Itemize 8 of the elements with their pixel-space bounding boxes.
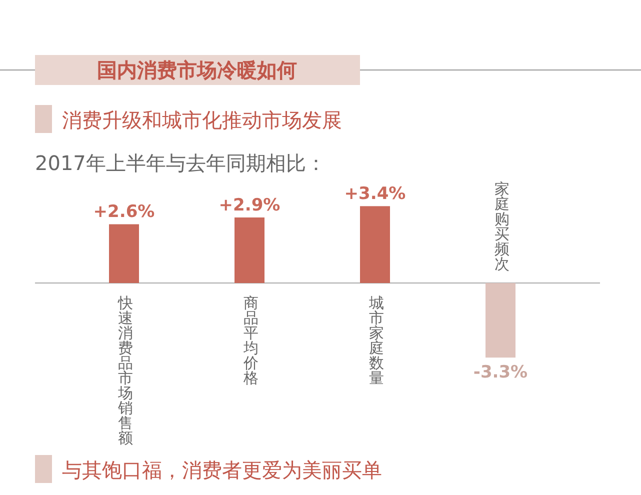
chart-subtitle: 消费升级和城市化推动市场发展 [62,108,342,132]
text: 与其饱口福，消费者更爱为美丽买单 [62,458,382,482]
data-label: +3.4% [344,184,406,204]
text: 2017年上半年与去年同期相比： [35,151,326,175]
data-label: +2.9% [218,195,280,216]
data-label: +2.6% [93,202,155,222]
chart-title: 国内消费市场冷暖如何 [97,58,297,82]
data-label: -3.3% [473,362,528,383]
